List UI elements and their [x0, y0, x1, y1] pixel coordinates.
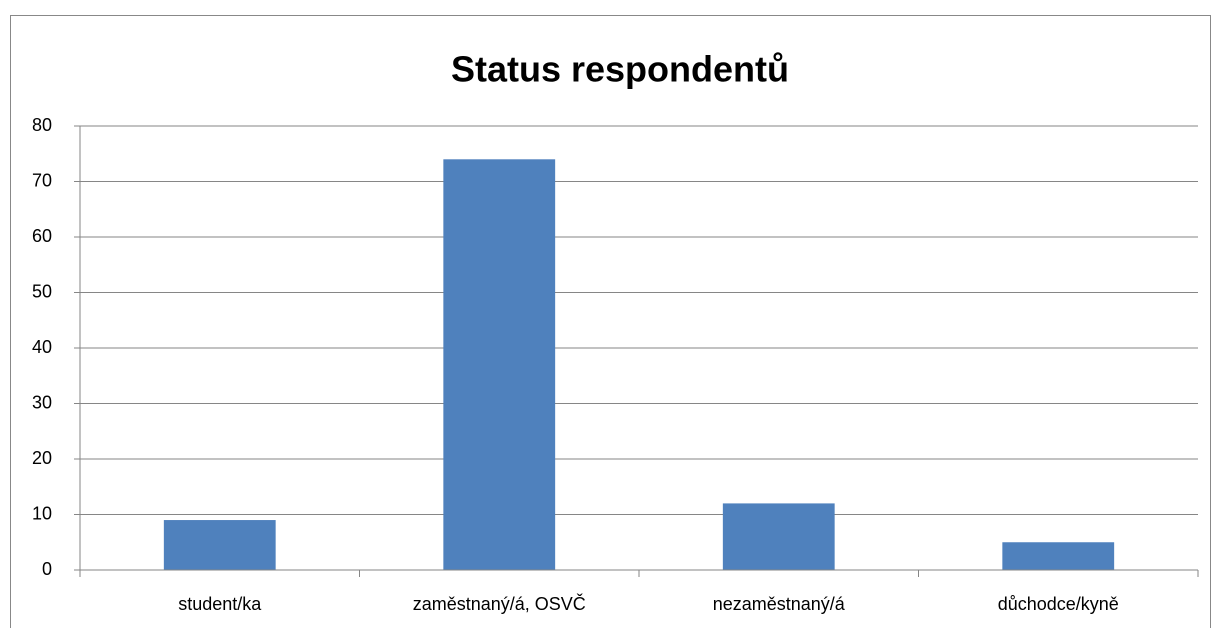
- bar: [443, 159, 556, 571]
- y-tick-label: 70: [32, 170, 52, 190]
- x-tick-label: nezaměstnaný/á: [713, 594, 846, 614]
- y-tick-label: 40: [32, 337, 52, 357]
- chart-title: Status respondentů: [451, 49, 789, 90]
- x-tick-label: zaměstnaný/á, OSVČ: [413, 593, 586, 614]
- y-tick-label: 0: [42, 559, 52, 579]
- x-tick-label: student/ka: [178, 594, 262, 614]
- bar: [163, 520, 276, 570]
- bar: [722, 503, 835, 570]
- y-tick-label: 10: [32, 503, 52, 523]
- bar: [1002, 542, 1115, 570]
- x-tick-label: důchodce/kyně: [998, 594, 1119, 614]
- y-tick-label: 30: [32, 392, 52, 412]
- y-tick-label: 20: [32, 448, 52, 468]
- y-tick-label: 60: [32, 226, 52, 246]
- y-tick-label: 80: [32, 115, 52, 135]
- y-tick-label: 50: [32, 281, 52, 301]
